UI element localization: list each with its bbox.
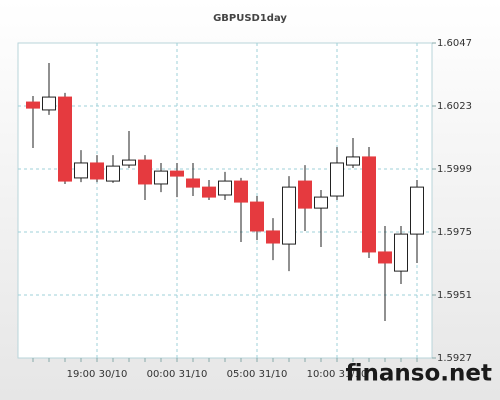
y-tick-label: 1.6023 (437, 101, 472, 112)
y-tick-label: 1.5927 (437, 353, 472, 364)
y-tick-label: 1.5975 (437, 227, 472, 238)
candle-body (346, 156, 360, 166)
x-tick-label: 19:00 30/10 (67, 369, 128, 380)
x-tick-label: 00:00 31/10 (147, 369, 208, 380)
candle-body (394, 233, 408, 272)
plot-layer: 1.5927 1.5951 1.5975 1.5999 1.6023 1.6047 19:0… (18, 38, 472, 380)
watermark: finanso.net (345, 361, 492, 387)
candle-body (90, 162, 104, 180)
candle-body (26, 101, 40, 109)
candle-body (234, 180, 248, 203)
x-tick-label: 05:00 31/10 (227, 369, 288, 380)
candle-body (58, 96, 72, 182)
candle-body (42, 96, 56, 111)
y-tick-label: 1.6047 (437, 38, 472, 49)
x-tick-label: 10:00 31/10 (307, 369, 368, 380)
candle-body (122, 159, 136, 166)
chart-title: GBPUSD1day (213, 13, 287, 24)
candle-body (218, 180, 232, 196)
candle-body (186, 178, 200, 188)
candle-body (330, 162, 344, 197)
candle-body (314, 196, 328, 209)
candle-body (154, 170, 168, 185)
candle-body (298, 180, 312, 209)
y-tick-label: 1.5999 (437, 164, 472, 175)
candle-body (266, 230, 280, 244)
candle-body (106, 165, 120, 182)
candle-body (74, 162, 88, 179)
candle-body (282, 186, 296, 245)
candle-body (170, 170, 184, 177)
candle-body (362, 156, 376, 253)
candle-body (378, 251, 392, 264)
candle-body (250, 201, 264, 232)
y-tick-label: 1.5951 (437, 290, 472, 301)
candle-body (202, 186, 216, 198)
candle-body (138, 159, 152, 185)
candle-body (410, 186, 424, 235)
